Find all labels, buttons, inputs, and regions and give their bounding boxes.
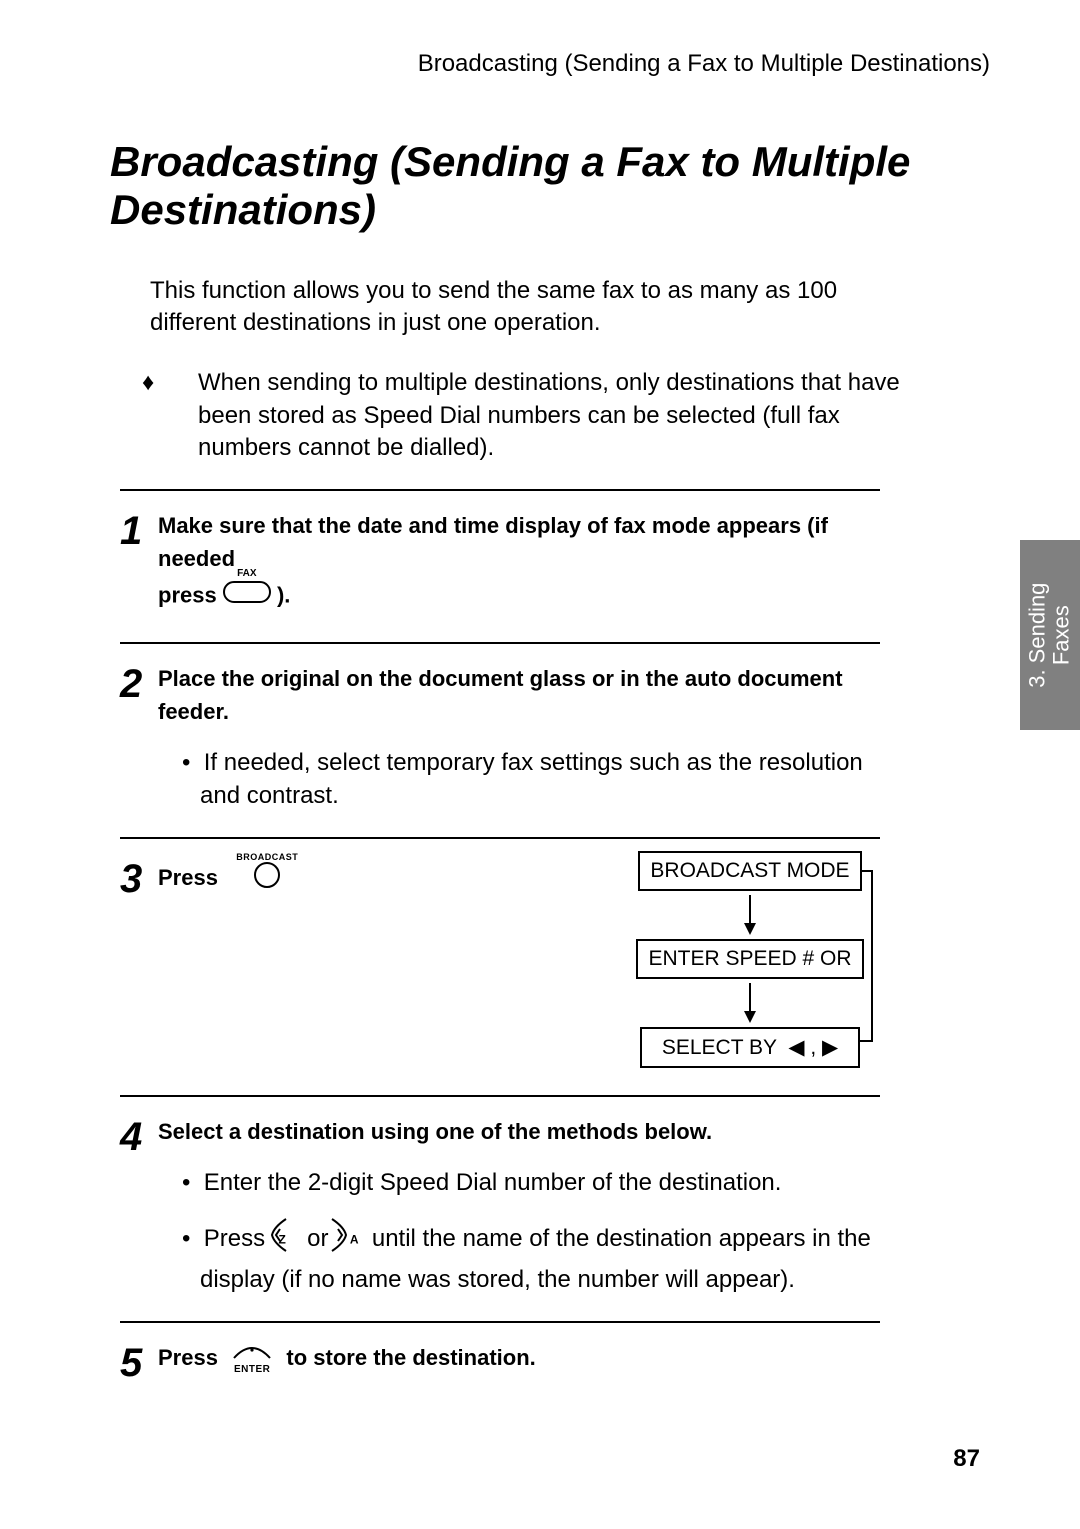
step-number: 2 — [120, 664, 158, 704]
step-5: 5 Press ENTER to store the destination. — [120, 1341, 990, 1383]
note-text: When sending to multiple destinations, o… — [198, 369, 900, 461]
step5-b: to store the destination. — [286, 1345, 535, 1370]
left-arrow-key-icon — [286, 1217, 294, 1263]
chapter-side-tab: 3. Sending Faxes — [1020, 540, 1080, 730]
right-arrow-key-icon — [342, 1217, 350, 1263]
step1-text-c: ). — [277, 582, 290, 607]
flow-stack: BROADCAST MODE ENTER SPEED # OR SELECT B… — [600, 851, 900, 1068]
side-tab-line2: Faxes — [1049, 605, 1074, 665]
side-tab-text: 3. Sending Faxes — [1026, 582, 1074, 687]
step5-a: Press — [158, 1345, 218, 1370]
down-arrow-icon — [742, 979, 758, 1027]
intro-paragraph: This function allows you to send the sam… — [150, 275, 910, 340]
step1-text-b: press — [158, 582, 217, 607]
step4-bullet1-text: Enter the 2-digit Speed Dial number of t… — [204, 1169, 782, 1196]
step1-text-a: Make sure that the date and time display… — [158, 513, 828, 571]
divider — [120, 1095, 880, 1097]
right-triangle-icon: ▶ — [822, 1035, 838, 1060]
step-body: Select a destination using one of the me… — [158, 1115, 878, 1297]
step2-bullet-text: If needed, select temporary fax settings… — [200, 749, 863, 810]
divider — [120, 642, 880, 644]
diamond-icon: ♦ — [170, 367, 198, 399]
a-label: A — [350, 1233, 359, 1247]
page-title: Broadcasting (Sending a Fax to Multiple … — [110, 138, 990, 235]
step-body: Press ENTER to store the destination. — [158, 1341, 878, 1376]
display-flow-diagram: BROADCAST MODE ENTER SPEED # OR SELECT B… — [600, 851, 900, 1061]
step-number: 5 — [120, 1343, 158, 1383]
enter-key-icon: ENTER — [230, 1344, 274, 1377]
step4-bullet2: • Press Z or A until the name of the des… — [182, 1217, 878, 1296]
step-number: 3 — [120, 859, 158, 899]
step-body: Place the original on the document glass… — [158, 662, 878, 813]
display-line3-a: SELECT BY — [662, 1036, 777, 1059]
down-arrow-icon — [742, 891, 758, 939]
step-3: 3 Press BROADCAST BROADCAST MODE ENTER S… — [120, 857, 990, 1057]
step4-b2-c: until the name of the destination appear… — [200, 1225, 871, 1292]
step4-b2-a: Press — [204, 1225, 265, 1252]
side-tab-line1: 3. Sending — [1025, 582, 1050, 687]
display-line-3: SELECT BY ◀ , ▶ — [640, 1027, 860, 1068]
fax-key-label: FAX — [223, 569, 271, 579]
broadcast-key-circle — [254, 862, 280, 888]
left-triangle-icon: ◀ — [788, 1035, 804, 1060]
step-1: 1 Make sure that the date and time displ… — [120, 509, 990, 618]
display-line-1: BROADCAST MODE — [638, 851, 861, 891]
enter-key-label: ENTER — [230, 1362, 274, 1377]
step2-lead: Place the original on the document glass… — [158, 662, 878, 728]
page: Broadcasting (Sending a Fax to Multiple … — [0, 0, 1080, 1529]
step-number: 4 — [120, 1117, 158, 1157]
step-number: 1 — [120, 511, 158, 551]
step-2: 2 Place the original on the document gla… — [120, 662, 990, 813]
note-bullet: ♦When sending to multiple destinations, … — [170, 367, 910, 464]
step3-press: Press — [158, 865, 218, 890]
fax-key-button-shape — [223, 581, 271, 603]
display-line3-b: , — [810, 1036, 816, 1059]
page-number: 87 — [953, 1445, 980, 1473]
step4-bullet1: • Enter the 2-digit Speed Dial number of… — [182, 1166, 878, 1200]
step4-lead: Select a destination using one of the me… — [158, 1115, 878, 1148]
step-body: Make sure that the date and time display… — [158, 509, 878, 618]
broadcast-key-label: BROADCAST — [236, 853, 298, 862]
step2-bullet: • If needed, select temporary fax settin… — [182, 746, 878, 813]
fax-key-icon: FAX — [223, 569, 271, 612]
display-line-2: ENTER SPEED # OR — [636, 939, 863, 979]
step-4: 4 Select a destination using one of the … — [120, 1115, 990, 1297]
divider — [120, 489, 880, 491]
divider — [120, 1321, 880, 1323]
broadcast-key-icon: BROADCAST — [236, 853, 298, 897]
divider — [120, 837, 880, 839]
running-header: Broadcasting (Sending a Fax to Multiple … — [110, 50, 990, 78]
